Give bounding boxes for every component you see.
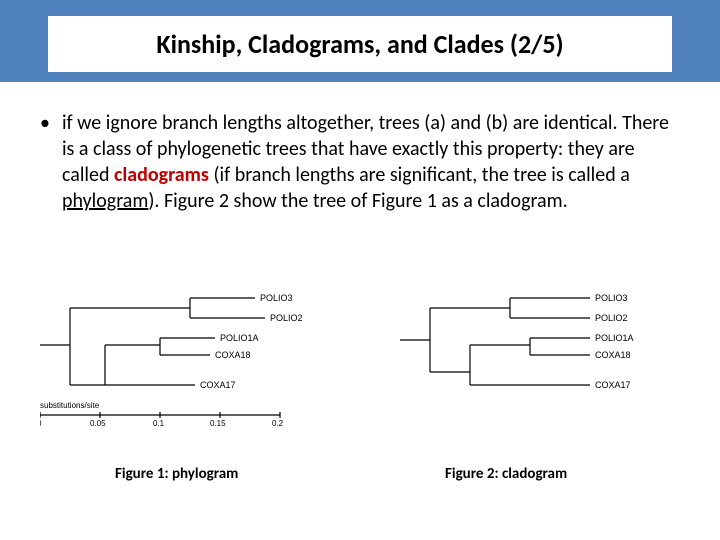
fig2-taxon-polio1a: POLIO1A [595,333,634,343]
fig1-scale-label: substitutions/site [40,401,100,410]
fig1-tick-3: 0.15 [210,419,226,428]
bullet-marker: • [40,110,50,136]
bullet-text-post1: ). Figure 2 show the tree of Figure 1 as… [148,189,567,213]
fig2-taxon-polio3: POLIO3 [595,293,628,303]
keyword-phylogram: phylogram [62,189,148,213]
header-band: Kinship, Cladograms, and Clades (2/5) [0,0,720,82]
fig1-taxon-coxa18: COXA18 [215,350,251,360]
fig2-taxon-polio2: POLIO2 [595,313,628,323]
fig1-taxon-polio2: POLIO2 [270,313,303,323]
fig1-tick-2: 0.1 [153,419,165,428]
fig1-taxon-coxa17: COXA17 [200,380,236,390]
body-area: • if we ignore branch lengths altogether… [0,82,720,214]
title-box: Kinship, Cladograms, and Clades (2/5) [48,16,672,72]
fig1-tick-4: 0.2 [272,419,284,428]
bullet-item: • if we ignore branch lengths altogether… [42,110,678,214]
figure-2-cladogram: POLIO3 POLIO2 POLIO1A COXA18 COXA17 [400,290,680,410]
fig1-taxon-polio3: POLIO3 [260,293,293,303]
bullet-text-mid1: (if branch lengths are significant, the … [209,163,630,187]
fig1-tick-0: 0 [40,419,42,428]
figures-area: POLIO3 POLIO2 POLIO1A COXA18 COXA17 subs… [0,290,720,540]
figure-1-caption: Figure 1: phylogram [115,465,238,483]
figure-2-caption: Figure 2: cladogram [445,465,567,483]
keyword-cladograms: cladograms [114,163,209,187]
fig2-taxon-coxa18: COXA18 [595,350,631,360]
fig1-tick-1: 0.05 [90,419,106,428]
figure-1-phylogram: POLIO3 POLIO2 POLIO1A COXA18 COXA17 subs… [40,290,340,430]
fig1-taxon-polio1a: POLIO1A [220,333,259,343]
slide-title: Kinship, Cladograms, and Clades (2/5) [156,28,563,60]
fig2-taxon-coxa17: COXA17 [595,380,631,390]
bullet-text: if we ignore branch lengths altogether, … [62,110,678,214]
